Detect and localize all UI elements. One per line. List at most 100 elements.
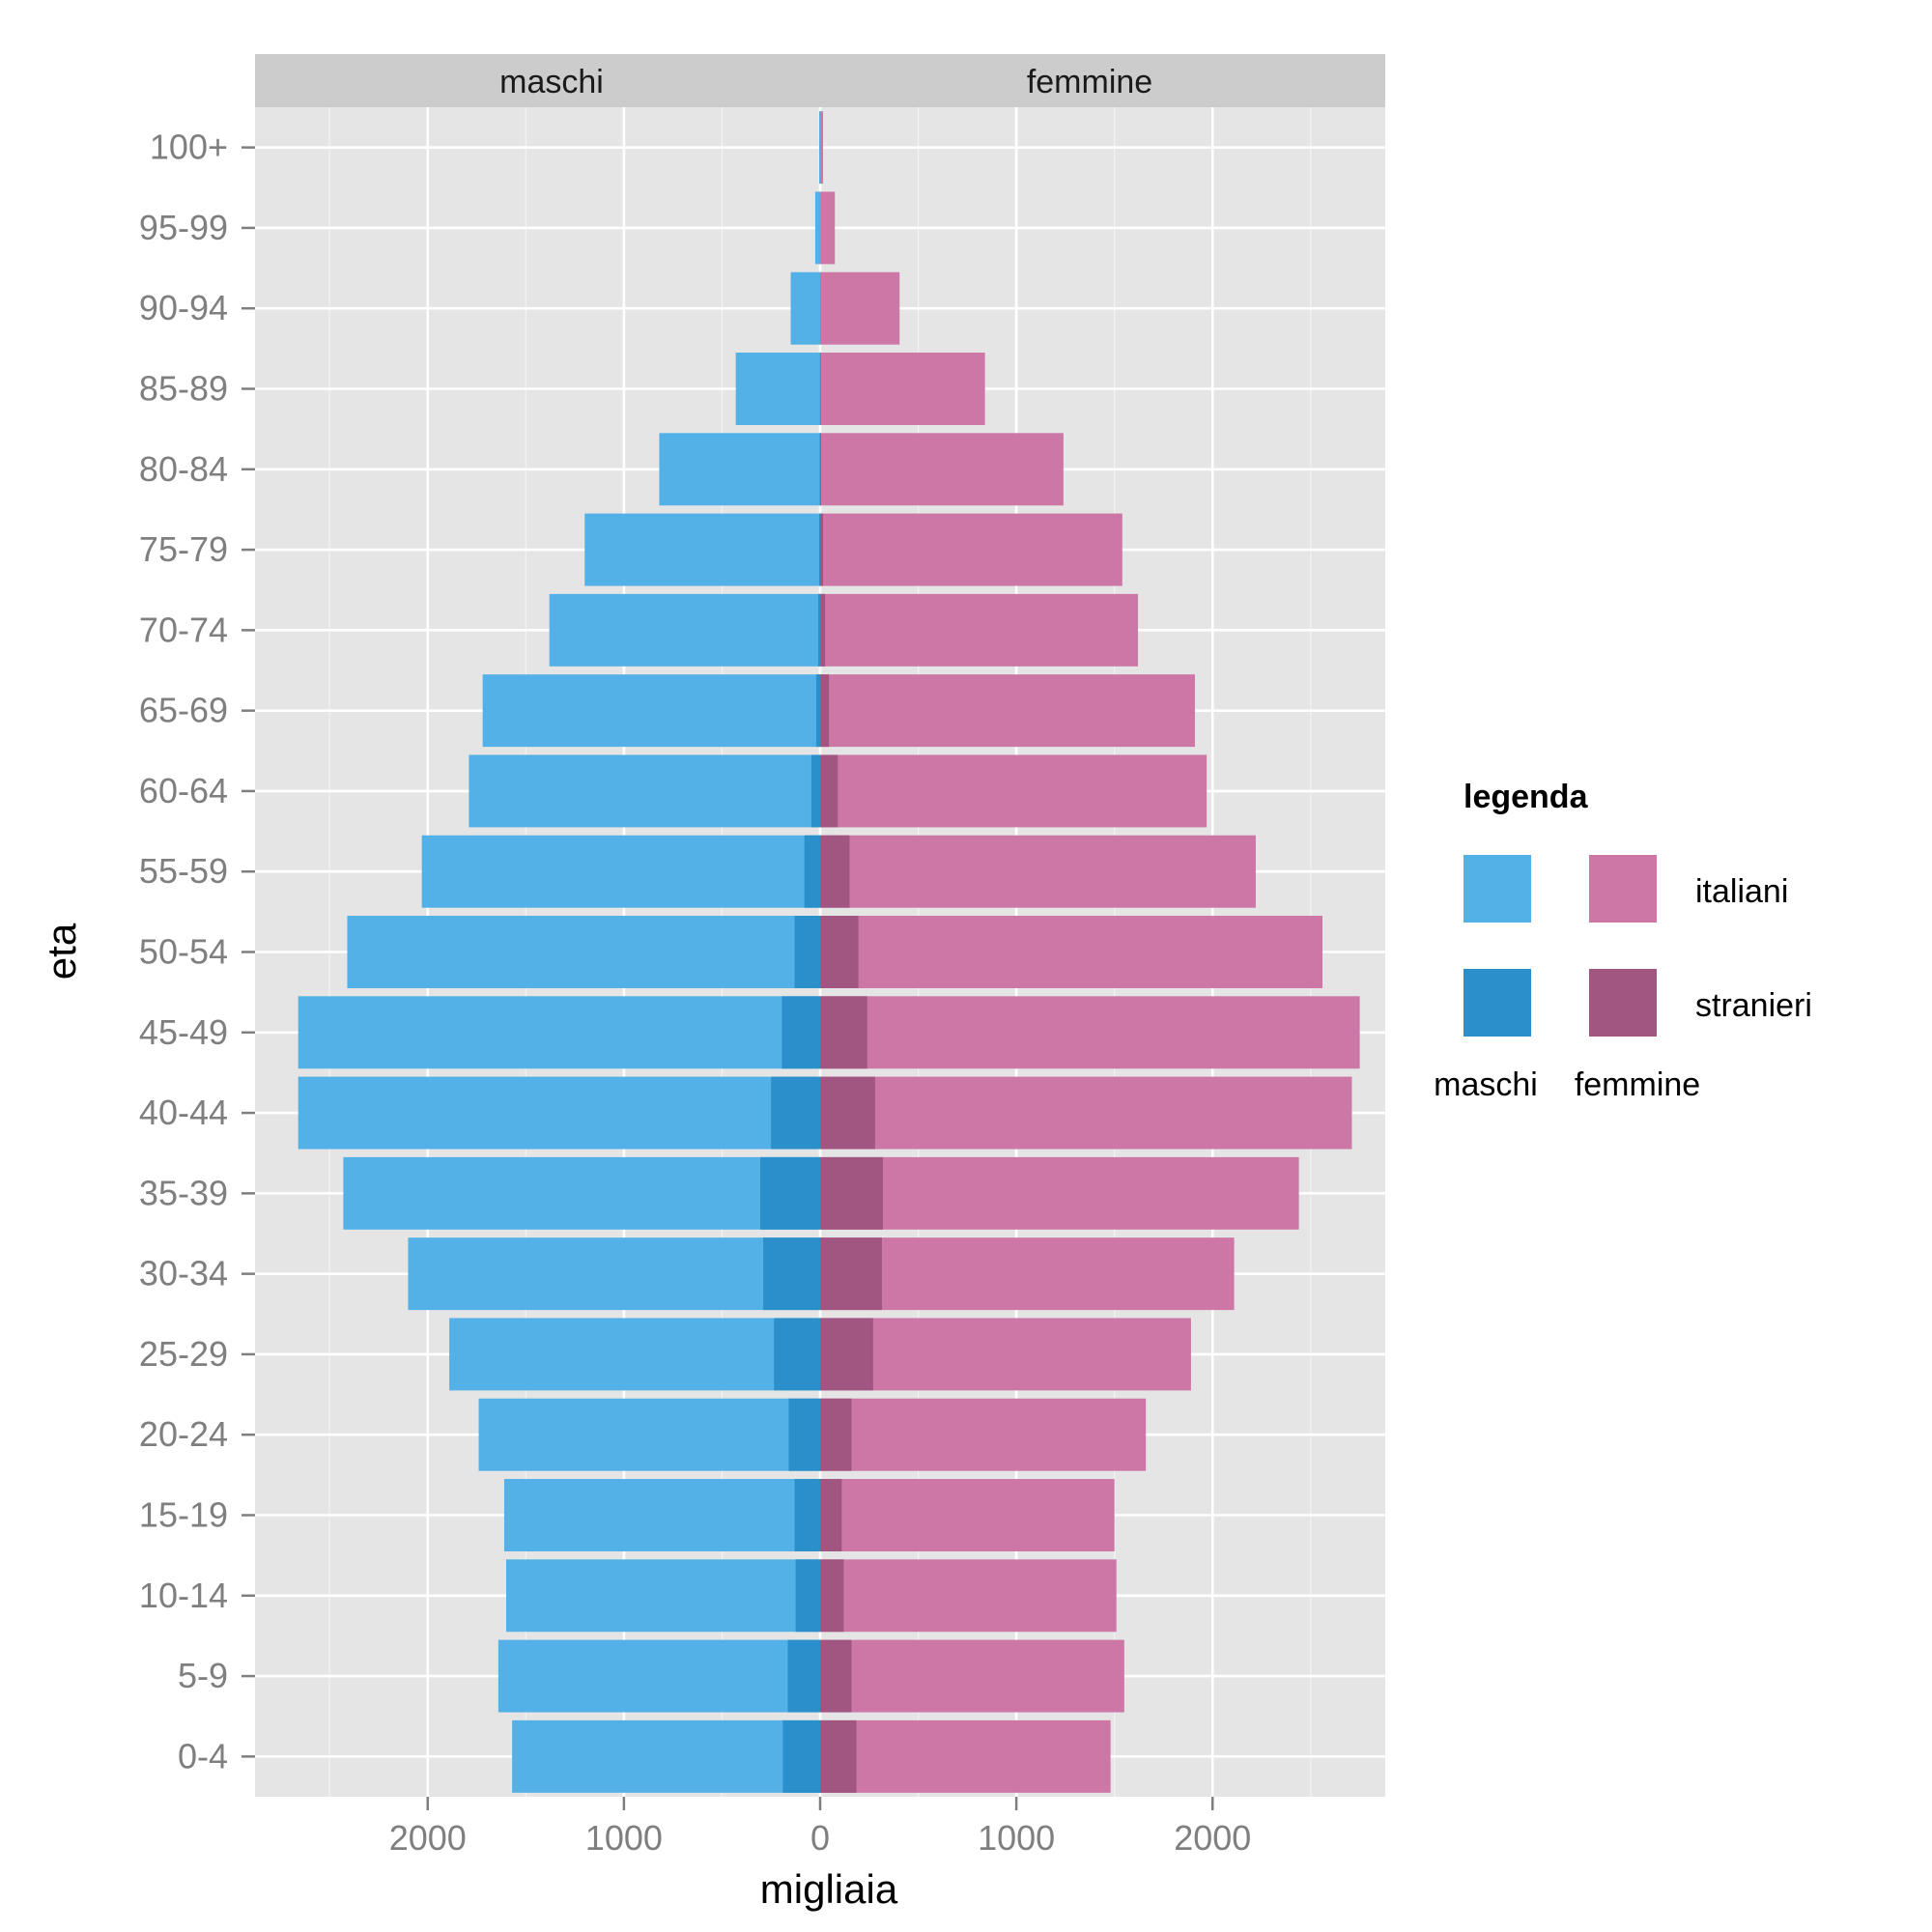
bar-maschi-stranieri-0-4 bbox=[782, 1719, 820, 1793]
x-tick-label: 1000 bbox=[585, 1818, 663, 1858]
bar-femmine-italiani-50-54 bbox=[820, 916, 1322, 988]
facet-label-maschi: maschi bbox=[499, 64, 604, 100]
legend-label-femmine: femmine bbox=[1575, 1066, 1700, 1103]
x-tick-label: 2000 bbox=[389, 1818, 467, 1858]
bar-femmine-italiani-55-59 bbox=[820, 835, 1256, 908]
bar-maschi-italiani-0-4 bbox=[512, 1719, 820, 1793]
bar-maschi-italiani-55-59 bbox=[421, 835, 820, 908]
bar-maschi-stranieri-70-74 bbox=[817, 593, 820, 667]
bar-maschi-stranieri-50-54 bbox=[794, 916, 820, 988]
y-tick-label: 100+ bbox=[150, 128, 228, 167]
legend-label-stranieri: stranieri bbox=[1695, 987, 1812, 1024]
legend-title: legenda bbox=[1463, 779, 1589, 815]
bar-femmine-stranieri-35-39 bbox=[820, 1156, 883, 1230]
y-tick-label: 80-84 bbox=[139, 449, 228, 489]
bar-maschi-stranieri-35-39 bbox=[760, 1156, 820, 1230]
y-tick-label: 50-54 bbox=[139, 932, 228, 972]
bar-femmine-italiani-80-84 bbox=[820, 433, 1064, 506]
bar-maschi-italiani-25-29 bbox=[449, 1318, 820, 1391]
bars-group bbox=[298, 111, 1360, 1793]
y-tick-label: 60-64 bbox=[139, 771, 228, 810]
bar-femmine-italiani-25-29 bbox=[820, 1318, 1191, 1391]
y-tick-label: 90-94 bbox=[139, 288, 228, 327]
y-tick-label: 10-14 bbox=[139, 1576, 228, 1615]
bar-femmine-stranieri-45-49 bbox=[820, 996, 867, 1069]
bar-maschi-italiani-60-64 bbox=[469, 754, 820, 828]
bar-maschi-stranieri-30-34 bbox=[763, 1237, 820, 1311]
y-tick-label: 55-59 bbox=[139, 851, 228, 891]
bar-maschi-italiani-45-49 bbox=[298, 996, 820, 1069]
bar-femmine-stranieri-0-4 bbox=[820, 1719, 857, 1793]
bar-femmine-stranieri-65-69 bbox=[820, 674, 830, 748]
bar-femmine-stranieri-85-89 bbox=[820, 353, 821, 425]
bar-femmine-italiani-45-49 bbox=[820, 996, 1360, 1069]
bar-maschi-italiani-65-69 bbox=[482, 674, 820, 748]
legend-key-maschi-italiani bbox=[1463, 855, 1531, 923]
bar-femmine-stranieri-10-14 bbox=[820, 1559, 844, 1633]
bar-femmine-stranieri-15-19 bbox=[820, 1479, 842, 1551]
bar-maschi-italiani-5-9 bbox=[497, 1639, 820, 1713]
bar-maschi-italiani-90-94 bbox=[790, 271, 820, 345]
bar-maschi-italiani-85-89 bbox=[735, 353, 820, 425]
bar-maschi-italiani-30-34 bbox=[408, 1237, 820, 1311]
bar-femmine-stranieri-25-29 bbox=[820, 1318, 873, 1391]
y-tick-label: 5-9 bbox=[178, 1656, 228, 1695]
y-tick-label: 45-49 bbox=[139, 1012, 228, 1052]
y-tick-label: 70-74 bbox=[139, 610, 228, 649]
bar-femmine-stranieri-40-44 bbox=[820, 1076, 875, 1150]
x-tick-label: 0 bbox=[810, 1818, 830, 1858]
y-tick-label: 0-4 bbox=[178, 1736, 228, 1776]
legend-label-italiani: italiani bbox=[1695, 873, 1788, 910]
bar-maschi-stranieri-45-49 bbox=[781, 996, 820, 1069]
legend-key-femmine-italiani bbox=[1589, 855, 1657, 923]
bar-maschi-italiani-35-39 bbox=[343, 1156, 820, 1230]
bar-femmine-stranieri-5-9 bbox=[820, 1639, 852, 1713]
bar-maschi-stranieri-20-24 bbox=[788, 1398, 820, 1471]
bar-maschi-italiani-20-24 bbox=[478, 1398, 820, 1471]
bar-femmine-stranieri-50-54 bbox=[820, 916, 859, 988]
bar-femmine-italiani-20-24 bbox=[820, 1398, 1147, 1471]
x-tick-label: 2000 bbox=[1174, 1818, 1251, 1858]
bar-maschi-stranieri-75-79 bbox=[818, 513, 820, 586]
bar-femmine-stranieri-70-74 bbox=[820, 593, 826, 667]
bar-femmine-italiani-40-44 bbox=[820, 1076, 1352, 1150]
x-axis-title: migliaia bbox=[760, 1866, 898, 1912]
bar-maschi-stranieri-25-29 bbox=[774, 1318, 820, 1391]
bar-maschi-italiani-15-19 bbox=[503, 1479, 820, 1551]
bar-maschi-italiani-100+ bbox=[818, 111, 820, 185]
bar-maschi-stranieri-40-44 bbox=[771, 1076, 820, 1150]
bar-femmine-stranieri-80-84 bbox=[820, 433, 822, 506]
legend-key-maschi-stranieri bbox=[1463, 969, 1531, 1037]
axes-group: 0-4 5-9 10-14 15-19 20-24 25-29 30-34 35-39 40-4… bbox=[139, 128, 1251, 1858]
bar-maschi-stranieri-55-59 bbox=[804, 835, 820, 908]
legend: legenda italiani stranieri maschi femmin… bbox=[1434, 779, 1812, 1103]
legend-key-femmine-stranieri bbox=[1589, 969, 1657, 1037]
bar-femmine-italiani-85-89 bbox=[820, 353, 985, 425]
bar-femmine-italiani-95-99 bbox=[820, 191, 836, 265]
bar-femmine-italiani-10-14 bbox=[820, 1559, 1117, 1633]
y-tick-label: 75-79 bbox=[139, 529, 228, 569]
bar-femmine-stranieri-20-24 bbox=[820, 1398, 852, 1471]
bar-femmine-italiani-60-64 bbox=[820, 754, 1208, 828]
y-tick-label: 65-69 bbox=[139, 691, 228, 730]
y-tick-label: 25-29 bbox=[139, 1334, 228, 1374]
legend-label-maschi: maschi bbox=[1434, 1066, 1538, 1103]
y-tick-label: 85-89 bbox=[139, 369, 228, 409]
bar-femmine-stranieri-30-34 bbox=[820, 1237, 882, 1311]
bar-femmine-italiani-35-39 bbox=[820, 1156, 1299, 1230]
bar-femmine-stranieri-60-64 bbox=[820, 754, 838, 828]
bar-femmine-italiani-90-94 bbox=[820, 271, 900, 345]
y-tick-label: 95-99 bbox=[139, 208, 228, 247]
y-tick-label: 15-19 bbox=[139, 1495, 228, 1535]
bar-femmine-italiani-5-9 bbox=[820, 1639, 1124, 1713]
bar-maschi-italiani-75-79 bbox=[584, 513, 820, 586]
bar-femmine-italiani-30-34 bbox=[820, 1237, 1235, 1311]
bar-maschi-italiani-80-84 bbox=[659, 433, 820, 506]
bar-femmine-italiani-75-79 bbox=[820, 513, 1122, 586]
bar-maschi-italiani-50-54 bbox=[347, 916, 820, 988]
bar-maschi-stranieri-65-69 bbox=[815, 674, 820, 748]
bar-femmine-stranieri-55-59 bbox=[820, 835, 850, 908]
bar-femmine-italiani-15-19 bbox=[820, 1479, 1115, 1551]
bar-femmine-stranieri-75-79 bbox=[820, 513, 824, 586]
